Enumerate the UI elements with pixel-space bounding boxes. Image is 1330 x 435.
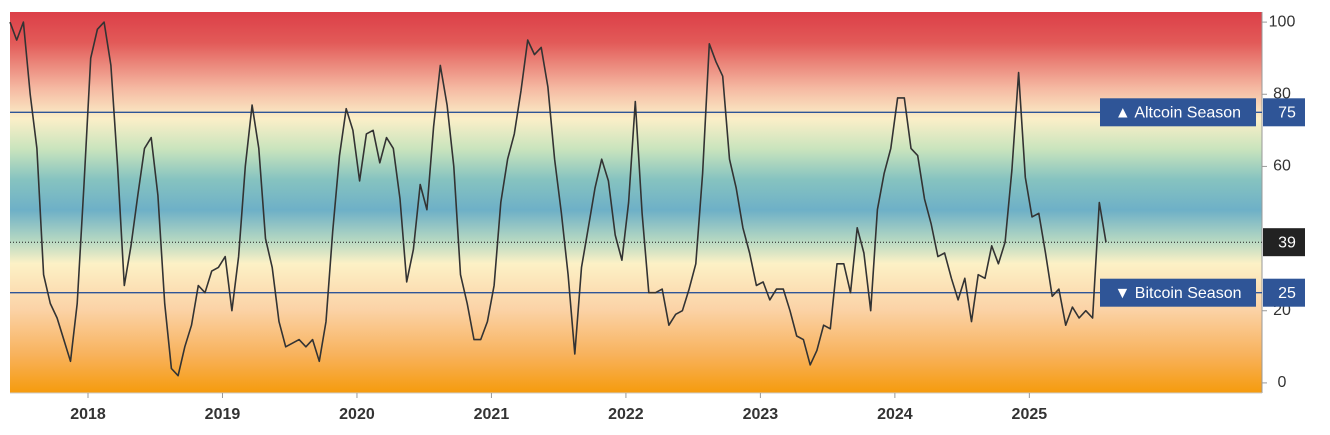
y-tick-label: 0	[1278, 374, 1287, 391]
x-tick-label: 2021	[474, 406, 510, 423]
value-label: 25	[1278, 285, 1296, 302]
x-tick-label: 2024	[877, 406, 913, 423]
annotation-label: ▲ Altcoin Season	[1115, 105, 1241, 122]
x-tick-label: 2020	[339, 406, 375, 423]
y-tick-label: 80	[1273, 85, 1291, 102]
index-line	[9, 21, 1107, 377]
x-tick-label: 2022	[608, 406, 644, 423]
current-label: 39	[1278, 234, 1296, 251]
annotation-label: ▼ Bitcoin Season	[1114, 285, 1241, 302]
y-tick-label: 100	[1269, 13, 1296, 30]
current-box	[1263, 228, 1305, 257]
annotation-box	[1100, 98, 1256, 127]
value-box	[1263, 278, 1305, 307]
value-label: 75	[1278, 105, 1296, 122]
x-tick-label: 2023	[743, 406, 779, 423]
y-tick-label: 60	[1273, 158, 1291, 175]
annotation-box	[1100, 278, 1256, 307]
value-box	[1263, 98, 1305, 127]
plot-background	[10, 12, 1262, 393]
x-tick-label: 2025	[1012, 406, 1048, 423]
x-tick-label: 2019	[205, 406, 241, 423]
x-tick-label: 2018	[70, 406, 106, 423]
